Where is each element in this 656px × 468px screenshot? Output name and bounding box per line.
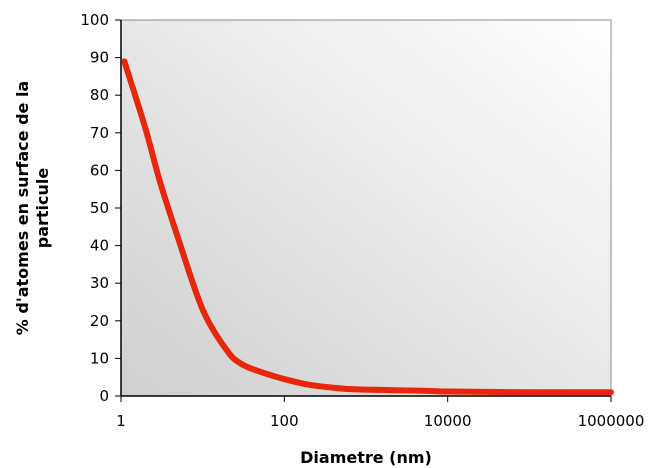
y-tick-label: 30 [90,274,109,292]
plot-area [120,19,612,397]
y-tick-label: 40 [90,237,109,255]
y-tick-label: 80 [90,86,109,104]
x-axis-title: Diametre (nm) [300,448,432,467]
y-tick-label: 70 [90,124,109,142]
x-tick-label: 1000000 [578,412,645,430]
y-axis: 0 10 20 30 40 50 60 70 80 90 100 [80,11,122,405]
y-axis-title-line-2: particule [33,168,52,249]
y-axis-title-line-1: % d'atomes en surface de la [13,81,32,335]
y-tick-label: 100 [80,11,109,29]
y-tick-label: 0 [99,387,109,405]
y-tick-label: 20 [90,312,109,330]
x-tick-label: 100 [270,412,299,430]
y-tick-label: 60 [90,161,109,179]
y-tick-label: 90 [90,49,109,67]
x-tick-label: 10000 [424,412,472,430]
series-line [121,58,614,396]
series-layer [121,58,614,396]
y-tick-label: 50 [90,199,109,217]
y-axis-title: % d'atomes en surface de la particule [13,81,52,335]
y-tick-label: 10 [90,349,109,367]
x-tick-label: 1 [116,412,126,430]
x-axis: 1 100 10000 1000000 [116,395,645,430]
